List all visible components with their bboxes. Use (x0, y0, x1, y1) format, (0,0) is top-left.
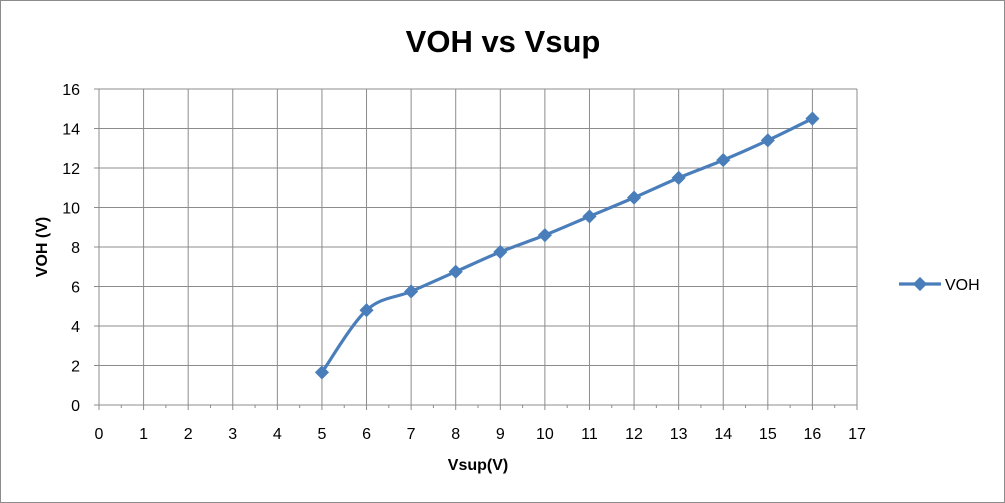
x-tick-labels: 0 1 2 3 4 5 6 7 8 9 10 11 12 13 14 15 16 17 (95, 426, 866, 443)
x-tick-label: 15 (759, 426, 777, 443)
y-tick-labels: 0 2 4 6 8 10 12 14 16 (62, 82, 80, 415)
x-tick-label: 0 (95, 426, 104, 443)
x-tick-label: 6 (362, 426, 371, 443)
y-tick-label: 6 (71, 280, 80, 297)
data-point-diamond (537, 228, 552, 243)
y-tick-label: 4 (71, 319, 80, 336)
x-tick-label: 10 (536, 426, 554, 443)
y-tick-label: 2 (71, 359, 80, 376)
series-line-voh (320, 117, 815, 375)
x-tick-label: 8 (451, 426, 460, 443)
data-point-diamond (448, 264, 463, 279)
data-point-diamond (671, 170, 686, 185)
x-tick-label: 2 (184, 426, 193, 443)
x-tick-label: 9 (496, 426, 505, 443)
data-point-diamond (582, 209, 597, 224)
data-point-diamond (359, 303, 374, 318)
grid (99, 88, 858, 405)
axes (94, 88, 858, 410)
x-tick-label: 1 (139, 426, 148, 443)
x-axis-label: Vsup(V) (448, 457, 508, 474)
x-tick-label: 7 (407, 426, 416, 443)
legend-label-voh: VOH (945, 277, 980, 294)
y-tick-label: 8 (71, 240, 80, 257)
x-tick-label: 12 (625, 426, 643, 443)
legend-marker-voh (912, 276, 928, 292)
data-point-diamond (805, 111, 820, 126)
series (314, 111, 820, 380)
x-tick-label: 14 (714, 426, 732, 443)
y-tick-label: 12 (62, 161, 80, 178)
data-point-diamond (404, 284, 419, 299)
x-tick-label: 5 (317, 426, 326, 443)
x-tick-label: 4 (273, 426, 282, 443)
data-point-diamond (716, 153, 731, 168)
y-tick-label: 16 (62, 82, 80, 99)
x-tick-label: 3 (228, 426, 237, 443)
x-tick-label: 16 (804, 426, 822, 443)
legend: VOH (899, 276, 980, 294)
chart-title: VOH vs Vsup (406, 24, 601, 59)
x-tick-label: 11 (581, 426, 598, 443)
data-point-diamond (314, 365, 330, 380)
data-point-diamond (626, 190, 642, 205)
y-tick-label: 14 (62, 122, 80, 139)
data-point-diamond (760, 133, 775, 148)
y-axis-label: VOH (V) (34, 217, 51, 277)
x-tick-label: 17 (848, 426, 866, 443)
data-point-diamond (493, 244, 508, 260)
y-tick-label: 10 (62, 201, 80, 218)
y-tick-label: 0 (71, 398, 80, 415)
x-tick-label: 13 (670, 426, 688, 443)
